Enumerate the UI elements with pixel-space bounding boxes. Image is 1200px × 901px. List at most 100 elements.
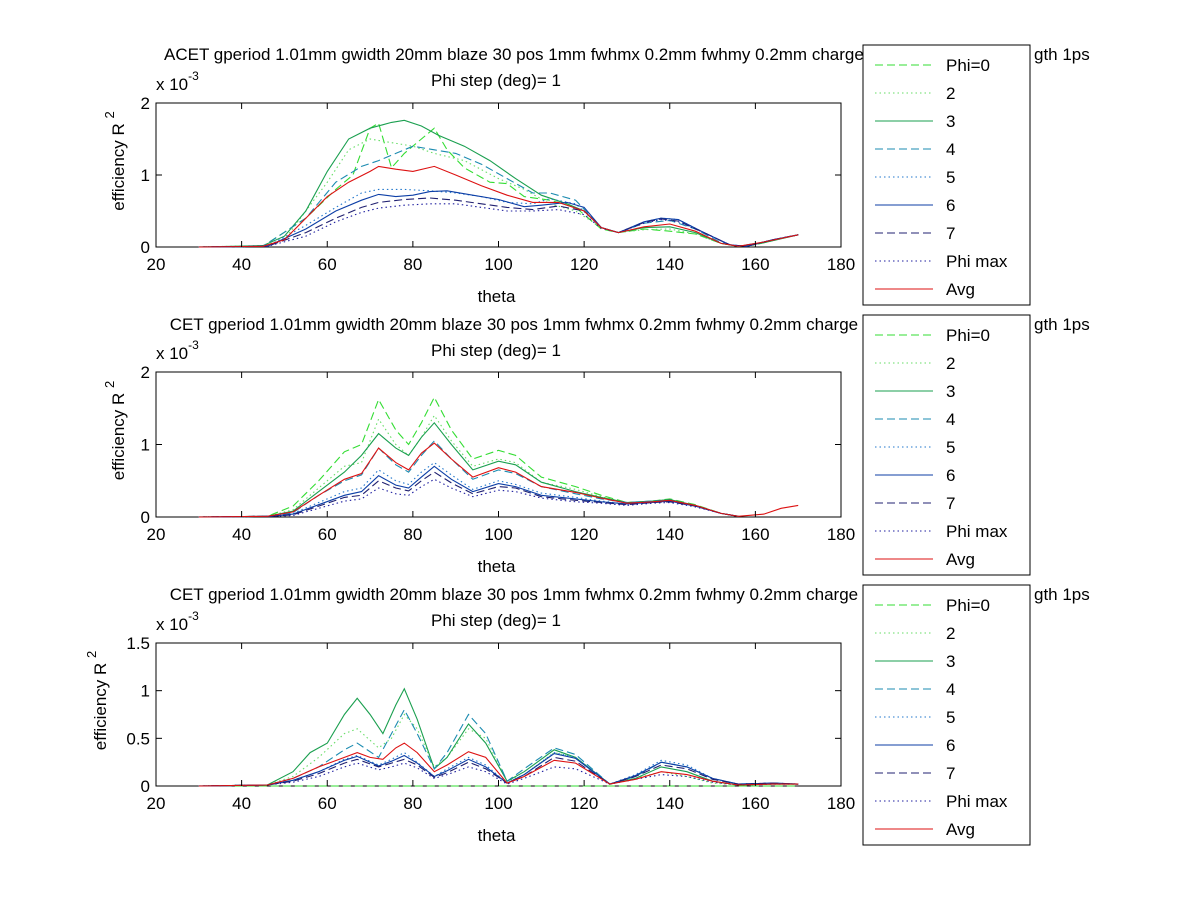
legend-entry: Phi max — [946, 792, 1008, 811]
plot-area — [155, 102, 842, 248]
series-line-8 — [198, 478, 739, 518]
y-tick-label: 0 — [141, 777, 150, 796]
series-line-4 — [198, 145, 799, 248]
x-tick-label: 80 — [403, 794, 422, 813]
chart-3: 20 40 60 80 100 120 140 160 180 0 0.5 1 1.5 x 10-3 the… — [84, 584, 1090, 846]
legend-entry: 7 — [946, 764, 955, 783]
chart-title-tail: gth 1ps — [1034, 585, 1090, 604]
legend-entry: 3 — [946, 112, 955, 131]
series-line-9 — [198, 742, 799, 787]
chart-subtitle: Phi step (deg)= 1 — [431, 341, 561, 360]
x-tick-label: 160 — [741, 525, 769, 544]
x-tick-label: 160 — [741, 255, 769, 274]
legend-entry: 6 — [946, 196, 955, 215]
y-axis-label: efficiency R 2 — [102, 381, 128, 481]
y-tick-label: 2 — [141, 94, 150, 113]
legend-entry: Phi=0 — [946, 326, 990, 345]
chart-title-tail: gth 1ps — [1034, 315, 1090, 334]
legend-entry: 2 — [946, 624, 955, 643]
x-tick-label: 180 — [827, 525, 855, 544]
legend-box — [862, 44, 1031, 306]
y-tick-label: 1 — [141, 436, 150, 455]
series-line-7 — [198, 756, 799, 787]
x-tick-label: 140 — [656, 525, 684, 544]
legend-entry: Avg — [946, 820, 975, 839]
legend-entry: 4 — [946, 680, 955, 699]
axis-exponent: x 10-3 — [156, 69, 199, 94]
legend: Phi=0 2 3 4 5 6 7 Phi max Avg — [862, 584, 1031, 846]
x-tick-label: 100 — [484, 255, 512, 274]
axis-exponent: x 10-3 — [156, 338, 199, 363]
x-tick-label: 20 — [147, 525, 166, 544]
chart-subtitle: Phi step (deg)= 1 — [431, 611, 561, 630]
y-axis-label: efficiency R 2 — [102, 111, 128, 211]
x-tick-label: 100 — [484, 525, 512, 544]
x-tick-label: 60 — [318, 794, 337, 813]
legend: Phi=0 2 3 4 5 6 7 Phi max Avg — [862, 44, 1031, 306]
legend-entry: 6 — [946, 736, 955, 755]
series-line-6 — [198, 753, 799, 787]
series-line-2 — [198, 138, 799, 248]
legend-box — [862, 314, 1031, 576]
legend-entry: 7 — [946, 224, 955, 243]
y-tick-label: 1 — [141, 682, 150, 701]
legend-entry: 2 — [946, 84, 955, 103]
chart-2: 20 40 60 80 100 120 140 160 180 0 1 2 x 10-3 theta eff… — [102, 314, 1090, 576]
x-axis-label: theta — [478, 287, 516, 306]
x-tick-label: 20 — [147, 794, 166, 813]
chart-1: 20 40 60 80 100 120 140 160 180 0 1 2 x 10-3 theta eff… — [102, 44, 1090, 306]
series-line-9 — [198, 442, 799, 518]
x-tick-label: 180 — [827, 794, 855, 813]
x-tick-label: 40 — [232, 255, 251, 274]
x-tick-label: 160 — [741, 794, 769, 813]
plot-area — [155, 371, 842, 518]
series-line-3 — [198, 687, 799, 787]
series-line-5 — [198, 751, 799, 787]
x-tick-label: 20 — [147, 255, 166, 274]
chart-title: ACET gperiod 1.01mm gwidth 20mm blaze 30… — [164, 45, 878, 64]
legend-entry: Phi max — [946, 522, 1008, 541]
legend-box — [862, 584, 1031, 846]
legend-entry: 7 — [946, 494, 955, 513]
legend-entry: 4 — [946, 410, 955, 429]
chart-title: CET gperiod 1.01mm gwidth 20mm blaze 30 … — [170, 585, 873, 604]
legend-entry: 5 — [946, 708, 955, 727]
y-tick-label: 0 — [141, 508, 150, 527]
series-line-5 — [198, 188, 799, 248]
x-tick-label: 180 — [827, 255, 855, 274]
y-axis-label: efficiency R 2 — [84, 651, 110, 751]
y-tick-label: 1.5 — [126, 634, 150, 653]
legend-entry: 5 — [946, 438, 955, 457]
x-tick-label: 80 — [403, 525, 422, 544]
y-tick-label: 0 — [141, 238, 150, 257]
y-tick-label: 1 — [141, 166, 150, 185]
x-axis-label: theta — [478, 557, 516, 576]
series-line-8 — [198, 762, 799, 787]
legend-entry: 4 — [946, 140, 955, 159]
series-line-8 — [198, 203, 799, 248]
series-line-9 — [198, 165, 799, 248]
legend-entry: 5 — [946, 168, 955, 187]
x-tick-label: 120 — [570, 525, 598, 544]
legend-entry: 6 — [946, 466, 955, 485]
x-tick-label: 80 — [403, 255, 422, 274]
x-tick-label: 100 — [484, 794, 512, 813]
x-tick-label: 120 — [570, 255, 598, 274]
y-tick-label: 2 — [141, 363, 150, 382]
series-line-4 — [198, 440, 739, 518]
legend-entry: 3 — [946, 652, 955, 671]
legend-entry: 2 — [946, 354, 955, 373]
series-line-3 — [198, 119, 799, 248]
x-tick-label: 140 — [656, 794, 684, 813]
x-tick-label: 40 — [232, 794, 251, 813]
chart-title: CET gperiod 1.01mm gwidth 20mm blaze 30 … — [170, 315, 873, 334]
legend-entry: Phi max — [946, 252, 1008, 271]
series-line-1 — [198, 122, 799, 248]
legend-entry: Phi=0 — [946, 56, 990, 75]
x-tick-label: 140 — [656, 255, 684, 274]
series-line-7 — [198, 471, 739, 518]
legend-entry: Phi=0 — [946, 596, 990, 615]
x-tick-label: 60 — [318, 255, 337, 274]
series-line-3 — [198, 421, 739, 518]
